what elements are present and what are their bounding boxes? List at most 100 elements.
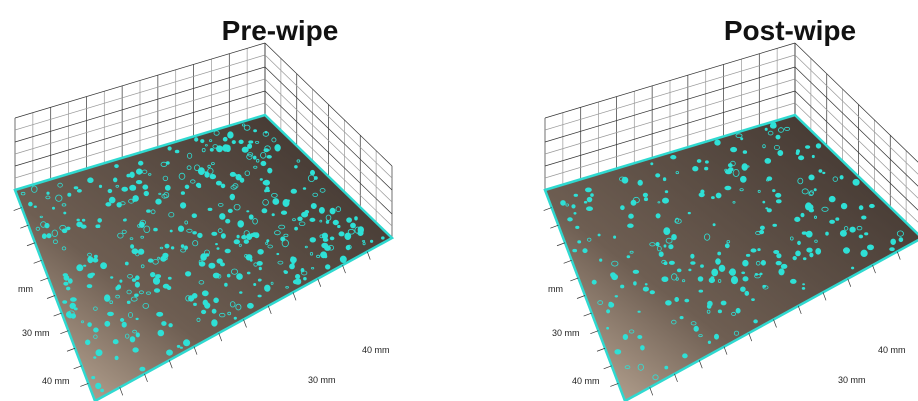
particle [666,301,672,306]
particle [154,289,159,293]
particle [765,128,767,130]
particle [105,321,110,326]
particle [862,216,867,219]
particle [802,287,805,289]
particle [212,309,216,313]
particle [707,304,711,308]
particle [814,189,816,191]
particle [272,214,274,216]
particle [576,226,579,228]
particle [81,225,86,228]
particle [621,206,625,210]
axis-label: 40 mm [878,345,906,355]
particle [66,287,70,290]
particle [777,254,781,258]
particle [776,200,781,203]
particle [220,214,226,220]
particle [891,239,896,245]
tick [774,320,777,328]
particle [212,320,218,327]
particle [741,287,746,292]
particle [718,310,721,313]
particle [781,264,787,268]
particle [793,256,797,259]
particle [203,300,208,305]
axis-label: 30 mm [838,375,866,385]
particle [108,189,112,192]
particle [628,224,634,228]
particle [656,214,660,218]
particle [185,272,190,277]
particle [711,197,714,199]
particle [330,208,335,214]
panel: Post-wipemm30 mm40 mm40 mm30 mm [544,15,918,401]
figure: Pre-wipemm30 mm40 mm40 mm30 mmPost-wipem… [0,0,918,401]
particle [115,165,119,168]
tick [873,265,876,273]
particle [754,320,758,323]
particle [259,279,261,281]
particle [216,146,222,152]
particle [167,350,173,355]
particle [572,205,575,208]
axis-label: 30 mm [22,328,50,338]
particle [326,221,329,224]
particle [247,303,253,308]
particle [859,206,863,210]
particle [120,280,122,282]
particle [592,280,596,284]
particle [587,197,592,202]
particle [295,166,298,169]
particle [803,284,805,285]
particle [730,269,736,276]
axis-label: 40 mm [572,376,600,386]
axis-label: 30 mm [308,375,336,385]
particle [199,262,205,267]
particle [638,180,643,185]
particle [324,255,327,258]
particle [132,279,136,282]
particle [214,298,219,303]
particle [201,310,205,314]
particle [340,256,346,263]
particle [195,138,198,142]
particle [644,198,647,201]
tick [798,306,801,314]
particle [228,209,232,212]
particle [761,260,765,265]
particle [355,217,358,220]
tick [343,265,346,273]
particle [712,269,718,276]
particle [890,248,895,251]
tick [145,374,148,382]
axis-label: mm [548,284,563,294]
particle [347,218,352,223]
particle [122,322,126,327]
particle [194,303,197,305]
particle [776,261,781,265]
tick [570,278,578,281]
particle [743,151,747,154]
particle [70,298,76,302]
particle [841,203,847,209]
particle [742,164,748,171]
particle [226,146,231,151]
particle [310,170,314,175]
particle [262,209,267,213]
particle [322,243,328,248]
particle [840,230,846,236]
particle [68,279,72,284]
particle [234,240,240,244]
particle [662,277,668,282]
particle [698,277,703,282]
particle [634,282,637,285]
particle [694,326,699,331]
tick [675,374,678,382]
particle [88,178,94,183]
particle [136,333,139,337]
particle [104,295,110,302]
particle [248,144,252,149]
particle [94,255,97,258]
particle [130,172,135,178]
particle [98,219,102,223]
